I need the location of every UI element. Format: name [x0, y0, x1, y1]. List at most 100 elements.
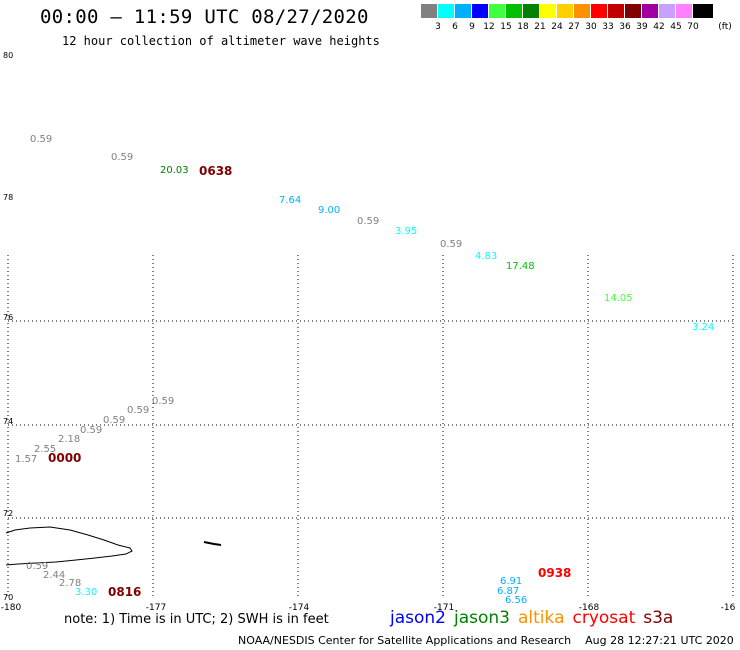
- pass-time-label: 0000: [48, 451, 81, 465]
- legend-swatch: [506, 4, 523, 18]
- wave-height-value: 9.00: [318, 205, 340, 216]
- legend-tick-label: 45: [670, 22, 682, 32]
- legend-unit: (ft): [718, 22, 732, 32]
- legend-tick-label: 21: [534, 22, 546, 32]
- longitude-label: -16: [721, 603, 736, 613]
- coastline: [5, 526, 222, 566]
- satellite-s3a: s3a: [643, 608, 674, 628]
- wave-height-value: 0.59: [80, 425, 102, 436]
- legend-tick-label: 39: [636, 22, 648, 32]
- legend-tick-label: 36: [619, 22, 631, 32]
- color-legend: 3 6 9 12 15 18 21 24 27 30 33 36 39 42 45 70 (ft): [421, 4, 732, 36]
- wave-height-value: 2.44: [43, 570, 65, 581]
- wave-height-value: 0.59: [357, 216, 379, 227]
- legend-tick-label: 6: [452, 22, 458, 32]
- satellite-legend: jason2 jason3 altika cryosat s3a: [390, 608, 681, 628]
- longitude-label: -168: [579, 603, 600, 613]
- credit-text: NOAA/NESDIS Center for Satellite Applica…: [238, 634, 572, 647]
- longitude-labels: -180 -177 -174 -171 -168 -16: [1, 603, 736, 613]
- wave-height-value: 0.59: [127, 405, 149, 416]
- legend-tick-label: 15: [500, 22, 512, 32]
- latitude-label: 70: [3, 593, 13, 602]
- latitude-label: 76: [3, 313, 13, 322]
- wave-height-value: 6.87: [497, 586, 519, 597]
- legend-swatch: [489, 4, 506, 18]
- footer-credit: NOAA/NESDIS Center for Satellite Applica…: [238, 634, 734, 647]
- latitude-label: 74: [3, 417, 13, 426]
- legend-swatch: [574, 4, 591, 18]
- legend-tick-label: 33: [602, 22, 614, 32]
- legend-swatch: [676, 4, 693, 18]
- wave-height-value: 2.55: [34, 444, 56, 455]
- wave-height-value: 17.48: [506, 261, 535, 272]
- latitude-labels: 80 78 76 74 72 70: [3, 51, 13, 602]
- satellite-jason2: jason2: [390, 608, 446, 628]
- wave-height-value: 6.56: [505, 595, 527, 606]
- islet-outline: [203, 541, 222, 546]
- wave-height-value: 3.30: [75, 587, 97, 598]
- legend-swatch: [659, 4, 676, 18]
- legend-tick-label: 24: [551, 22, 563, 32]
- pass-times: 0638 0000 0816 0938: [48, 164, 571, 599]
- latitude-label: 72: [3, 509, 13, 518]
- legend-tick-label: 42: [653, 22, 665, 32]
- wave-height-value: 0.59: [152, 396, 174, 407]
- longitude-label: -174: [289, 603, 310, 613]
- page-subtitle: 12 hour collection of altimeter wave hei…: [62, 34, 380, 48]
- latitude-label: 80: [3, 51, 13, 60]
- wave-height-value: 7.64: [279, 195, 301, 206]
- wave-height-value: 3.95: [395, 226, 417, 237]
- legend-swatch: [455, 4, 472, 18]
- wave-height-value: 0.59: [26, 561, 48, 572]
- legend-swatch: [642, 4, 659, 18]
- legend-tick-label: 12: [483, 22, 495, 32]
- pass-time-label: 0816: [108, 585, 141, 599]
- wave-height-value: 0.59: [111, 152, 133, 163]
- longitude-label: -171: [434, 603, 454, 613]
- legend-tick-label: 9: [469, 22, 475, 32]
- wave-height-value: 0.59: [30, 134, 52, 145]
- legend-tick-label: 3: [435, 22, 441, 32]
- island-outline: [5, 526, 133, 566]
- legend-ticks: 3 6 9 12 15 18 21 24 27 30 33 36 39 42 45 70 (ft): [421, 22, 740, 34]
- wave-height-value: 20.03: [160, 165, 189, 176]
- wave-height-value: 2.18: [58, 434, 80, 445]
- satellite-jason3: jason3: [454, 608, 510, 628]
- map-grid: [7, 255, 734, 598]
- wave-height-value: 0.59: [103, 415, 125, 426]
- legend-swatch: [608, 4, 625, 18]
- legend-swatch: [591, 4, 608, 18]
- satellite-altika: altika: [518, 608, 565, 628]
- legend-swatch: [421, 4, 438, 18]
- wave-height-values: 0.590.5920.037.649.000.593.950.594.8317.…: [15, 134, 714, 606]
- pass-time-label: 0638: [199, 164, 232, 178]
- legend-swatches: [421, 4, 713, 18]
- legend-swatch: [693, 4, 713, 18]
- wave-height-value: 2.78: [59, 578, 81, 589]
- legend-tick-label: 27: [568, 22, 580, 32]
- wave-height-value: 6.91: [500, 576, 522, 587]
- latitude-label: 78: [3, 193, 13, 202]
- wave-height-value: 14.05: [604, 293, 633, 304]
- legend-tick-label: 18: [517, 22, 529, 32]
- wave-height-value: 3.24: [692, 322, 714, 333]
- footer-note: note: 1) Time is in UTC; 2) SWH is in fe…: [64, 612, 329, 627]
- legend-tick-label: 70: [687, 22, 699, 32]
- wave-height-value: 0.59: [440, 239, 462, 250]
- legend-swatch: [557, 4, 574, 18]
- wave-height-value: 1.57: [15, 454, 37, 465]
- longitude-label: -177: [146, 603, 166, 613]
- legend-swatch: [540, 4, 557, 18]
- pass-time-label: 0938: [538, 566, 571, 580]
- satellite-cryosat: cryosat: [572, 608, 636, 628]
- legend-swatch: [523, 4, 540, 18]
- legend-swatch: [438, 4, 455, 18]
- longitude-label: -180: [1, 603, 22, 613]
- legend-tick-label: 30: [585, 22, 597, 32]
- legend-swatch: [625, 4, 642, 18]
- legend-swatch: [472, 4, 489, 18]
- generated-timestamp: Aug 28 12:27:21 UTC 2020: [585, 634, 734, 647]
- wave-height-value: 4.83: [475, 251, 497, 262]
- page-title: 00:00 – 11:59 UTC 08/27/2020: [40, 6, 369, 28]
